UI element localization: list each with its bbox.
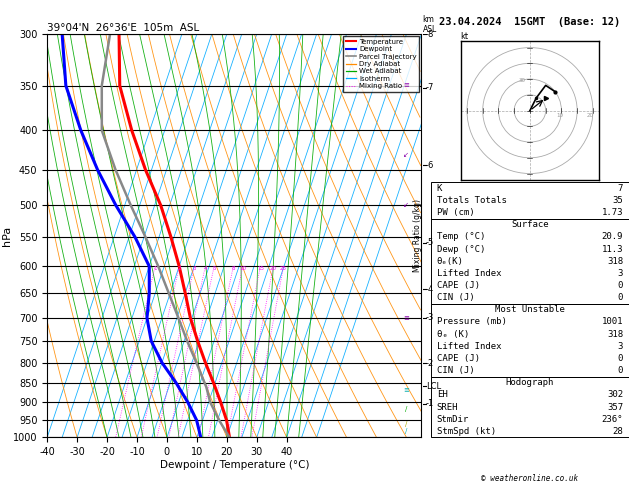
Text: PW (cm): PW (cm) <box>437 208 474 217</box>
Text: Most Unstable: Most Unstable <box>495 305 565 314</box>
Text: 20.9: 20.9 <box>601 232 623 242</box>
Text: Pressure (mb): Pressure (mb) <box>437 317 507 327</box>
Text: ≡: ≡ <box>403 388 409 394</box>
Text: ≡: ≡ <box>403 83 409 88</box>
Text: Temp (°C): Temp (°C) <box>437 232 485 242</box>
Text: 3: 3 <box>192 266 196 271</box>
Text: 3: 3 <box>618 342 623 351</box>
Text: CIN (J): CIN (J) <box>437 366 474 375</box>
Text: ↙: ↙ <box>403 152 409 157</box>
Text: Lifted Index: Lifted Index <box>437 342 501 351</box>
Text: 0: 0 <box>618 354 623 363</box>
Bar <box>431 219 629 304</box>
Text: 10: 10 <box>556 113 564 118</box>
Text: CIN (J): CIN (J) <box>437 293 474 302</box>
Text: -1: -1 <box>426 399 435 408</box>
Text: θₑ(K): θₑ(K) <box>437 257 464 266</box>
Text: 4: 4 <box>204 266 207 271</box>
Text: Hodograph: Hodograph <box>506 378 554 387</box>
Text: LCL: LCL <box>426 382 441 391</box>
Text: -4: -4 <box>426 285 435 294</box>
Text: CAPE (J): CAPE (J) <box>437 354 480 363</box>
Text: 28: 28 <box>612 427 623 436</box>
Bar <box>431 182 629 219</box>
Text: 0: 0 <box>618 293 623 302</box>
Text: EH: EH <box>437 390 448 399</box>
Y-axis label: hPa: hPa <box>1 226 11 246</box>
Text: /: / <box>405 421 408 427</box>
Text: Surface: Surface <box>511 220 548 229</box>
Text: θₑ (K): θₑ (K) <box>437 330 469 339</box>
Text: 11.3: 11.3 <box>601 244 623 254</box>
Text: 357: 357 <box>607 402 623 412</box>
Text: 8: 8 <box>231 266 235 271</box>
Text: 5: 5 <box>213 266 216 271</box>
Text: K: K <box>437 184 442 193</box>
Text: Mixing Ratio (g/kg): Mixing Ratio (g/kg) <box>413 199 422 272</box>
Bar <box>431 304 629 377</box>
Text: StmDir: StmDir <box>437 415 469 424</box>
Text: 1.73: 1.73 <box>601 208 623 217</box>
Text: 1: 1 <box>153 266 157 271</box>
Text: 318: 318 <box>607 257 623 266</box>
Text: 0: 0 <box>618 366 623 375</box>
Text: 25: 25 <box>280 266 287 271</box>
Text: 7: 7 <box>618 184 623 193</box>
Text: Lifted Index: Lifted Index <box>437 269 501 278</box>
Text: 39°04'N  26°36'E  105m  ASL: 39°04'N 26°36'E 105m ASL <box>47 23 199 33</box>
Text: 35: 35 <box>612 196 623 205</box>
Text: km
ASL: km ASL <box>423 15 437 34</box>
Text: Dewp (°C): Dewp (°C) <box>437 244 485 254</box>
Text: 1001: 1001 <box>601 317 623 327</box>
Text: 30: 30 <box>518 78 526 83</box>
Text: /: / <box>405 428 408 434</box>
Text: 23.04.2024  15GMT  (Base: 12): 23.04.2024 15GMT (Base: 12) <box>439 17 621 27</box>
Text: -3: -3 <box>426 313 435 322</box>
Text: CAPE (J): CAPE (J) <box>437 281 480 290</box>
Text: StmSpd (kt): StmSpd (kt) <box>437 427 496 436</box>
Text: 2: 2 <box>177 266 181 271</box>
Text: kt: kt <box>460 32 469 41</box>
Text: -5: -5 <box>426 238 435 247</box>
Bar <box>431 377 629 437</box>
Text: 3: 3 <box>618 269 623 278</box>
X-axis label: Dewpoint / Temperature (°C): Dewpoint / Temperature (°C) <box>160 460 309 470</box>
Text: 302: 302 <box>607 390 623 399</box>
Text: 0: 0 <box>618 281 623 290</box>
Legend: Temperature, Dewpoint, Parcel Trajectory, Dry Adiabat, Wet Adiabat, Isotherm, Mi: Temperature, Dewpoint, Parcel Trajectory… <box>343 36 420 92</box>
Text: © weatheronline.co.uk: © weatheronline.co.uk <box>481 474 579 483</box>
Text: -7: -7 <box>426 83 435 92</box>
Text: Totals Totals: Totals Totals <box>437 196 507 205</box>
Text: -2: -2 <box>426 359 435 368</box>
Text: 10: 10 <box>239 266 246 271</box>
Text: /: / <box>405 406 408 413</box>
Text: ↙: ↙ <box>403 202 409 208</box>
Text: -6: -6 <box>426 161 435 170</box>
Text: 15: 15 <box>257 266 264 271</box>
Text: -8: -8 <box>426 30 435 38</box>
Text: 236°: 236° <box>601 415 623 424</box>
Text: SREH: SREH <box>437 402 459 412</box>
Text: 20: 20 <box>270 266 277 271</box>
Text: 20: 20 <box>586 113 593 118</box>
Text: 318: 318 <box>607 330 623 339</box>
Text: ≡: ≡ <box>403 315 409 321</box>
